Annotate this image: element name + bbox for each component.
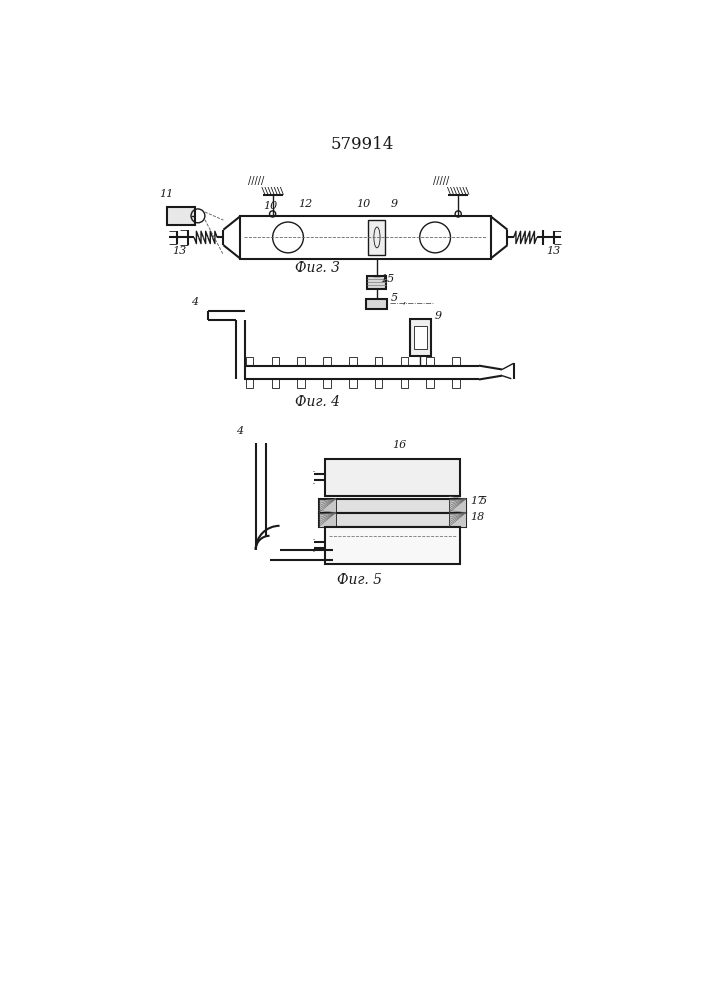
Bar	[349, 379, 356, 388]
Bar	[325, 459, 460, 496]
Bar	[323, 357, 331, 366]
Bar	[323, 379, 331, 388]
Bar	[325, 527, 460, 564]
Text: 5: 5	[480, 496, 487, 506]
Bar	[375, 357, 382, 366]
Bar	[246, 379, 253, 388]
Text: 12: 12	[298, 199, 312, 209]
Bar	[167, 207, 195, 225]
Bar	[414, 326, 426, 349]
Bar	[401, 379, 408, 388]
Bar	[319, 499, 466, 513]
Bar	[409, 319, 431, 356]
Bar	[319, 513, 466, 527]
Bar	[449, 499, 466, 513]
Bar	[401, 357, 408, 366]
Text: 4: 4	[236, 426, 244, 436]
Bar	[246, 357, 253, 366]
Text: Фиг. 4: Фиг. 4	[295, 395, 340, 409]
Bar	[298, 357, 305, 366]
Bar	[366, 299, 387, 309]
Bar	[319, 499, 336, 513]
Bar	[426, 379, 434, 388]
Text: 15: 15	[380, 274, 395, 284]
Text: 16: 16	[392, 440, 407, 450]
Text: 10: 10	[264, 201, 278, 211]
Bar	[349, 357, 356, 366]
Text: 5: 5	[390, 293, 397, 303]
Text: /////: /////	[247, 176, 264, 186]
Bar	[375, 379, 382, 388]
Bar	[368, 276, 386, 289]
Text: 4: 4	[191, 297, 198, 307]
Bar	[449, 513, 466, 527]
Bar	[298, 379, 305, 388]
Text: Фиг. 5: Фиг. 5	[337, 573, 382, 587]
Bar	[271, 379, 279, 388]
Text: 9: 9	[390, 199, 397, 209]
Text: 13: 13	[546, 246, 560, 256]
Bar	[319, 513, 336, 527]
Text: 10: 10	[356, 199, 370, 209]
Bar	[452, 357, 460, 366]
Text: 9: 9	[435, 311, 442, 321]
Text: 579914: 579914	[330, 136, 394, 153]
Text: ,: ,	[396, 294, 407, 304]
Text: 17: 17	[469, 496, 484, 506]
Bar	[452, 379, 460, 388]
Text: /////: /////	[433, 176, 450, 186]
Text: 13: 13	[173, 246, 187, 256]
Bar	[240, 216, 491, 259]
Text: Фиг. 3: Фиг. 3	[295, 261, 340, 275]
Text: 18: 18	[469, 512, 484, 522]
Bar	[368, 220, 385, 255]
Text: 11: 11	[160, 189, 174, 199]
Bar	[426, 357, 434, 366]
Bar	[271, 357, 279, 366]
